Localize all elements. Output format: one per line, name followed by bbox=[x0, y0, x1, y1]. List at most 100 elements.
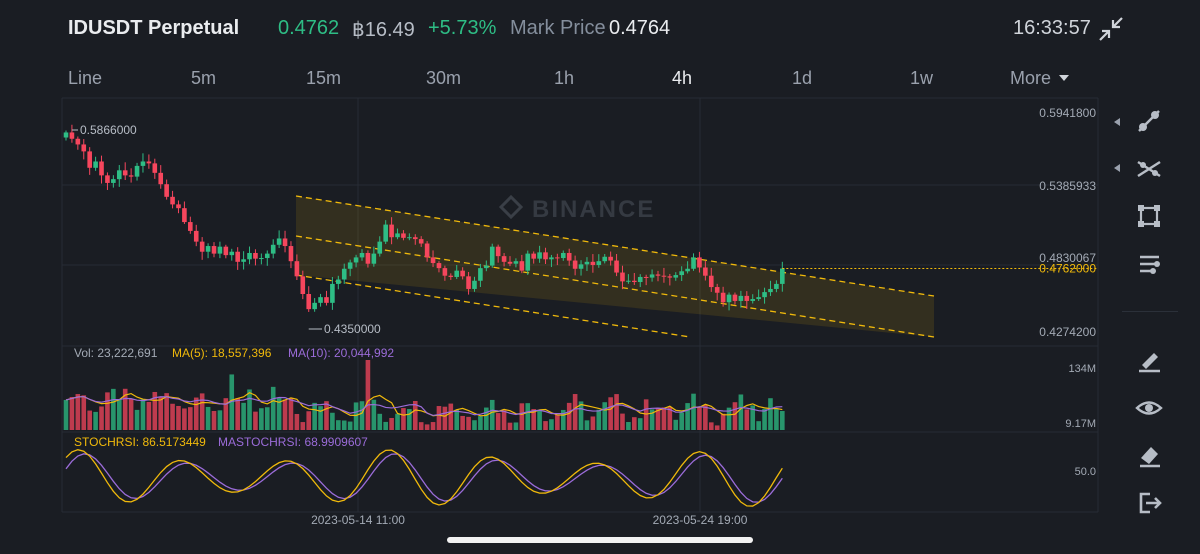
expand-arrow-icon[interactable] bbox=[1114, 118, 1120, 126]
volume-tick-high: 134M bbox=[1068, 363, 1096, 375]
fibonacci-icon[interactable] bbox=[1132, 247, 1166, 281]
collapse-icon[interactable] bbox=[1097, 15, 1125, 43]
tab-4h[interactable]: 4h bbox=[672, 68, 693, 88]
volume-bar bbox=[578, 401, 584, 430]
candle-body bbox=[176, 204, 181, 209]
tab-1d[interactable]: 1d bbox=[792, 68, 813, 88]
volume-ma10-line bbox=[65, 395, 783, 417]
candle-body bbox=[596, 261, 602, 265]
volume-bar bbox=[489, 399, 495, 430]
exit-icon[interactable] bbox=[1132, 486, 1166, 520]
candle-body bbox=[259, 258, 264, 260]
candle-body bbox=[543, 252, 548, 260]
channel-mid bbox=[295, 235, 935, 338]
header-bar: IDUSDT Perpetual 0.4762 ฿16.49 +5.73% Ma… bbox=[0, 0, 1200, 60]
volume-bar bbox=[549, 419, 554, 430]
current-price-label: 0.4762000 bbox=[1039, 262, 1096, 276]
candle-body bbox=[768, 288, 773, 293]
tab-line[interactable]: Line bbox=[68, 68, 103, 88]
price-tick-3: 0.4274200 bbox=[1039, 325, 1096, 339]
tab-30m[interactable]: 30m bbox=[426, 68, 462, 88]
volume-bars bbox=[63, 360, 785, 430]
volume-bar bbox=[762, 408, 767, 430]
volume-bar bbox=[442, 406, 448, 430]
volume-ma5-label: MA(5): 18,557,396 bbox=[172, 346, 272, 360]
candle-body bbox=[632, 280, 637, 283]
volume-bar bbox=[531, 409, 536, 430]
volume-bar bbox=[412, 400, 418, 430]
volume-bar bbox=[744, 409, 750, 430]
symbol-title[interactable]: IDUSDT Perpetual bbox=[68, 17, 240, 39]
eraser-icon[interactable] bbox=[1132, 438, 1166, 472]
candle-body bbox=[158, 172, 164, 185]
volume-bar bbox=[424, 424, 430, 430]
tab-more[interactable]: More bbox=[1010, 68, 1070, 89]
candle-body bbox=[590, 261, 596, 265]
volume-bar bbox=[330, 412, 335, 430]
candle-body bbox=[620, 272, 625, 282]
volume-bar bbox=[359, 401, 365, 430]
volume-bar bbox=[93, 411, 98, 430]
volume-bar bbox=[780, 411, 785, 430]
trend-line-icon[interactable] bbox=[1132, 104, 1166, 138]
volume-bar bbox=[158, 396, 164, 430]
volume-bar bbox=[371, 399, 377, 430]
watermark-logo bbox=[498, 194, 524, 220]
volume-bar bbox=[679, 412, 684, 430]
candle-body bbox=[105, 175, 110, 183]
stochrsi-ma-label: MASTOCHRSI: 68.9909607 bbox=[218, 435, 368, 449]
candle-body bbox=[241, 259, 246, 262]
ray-line-icon[interactable] bbox=[1132, 152, 1166, 186]
volume-bar bbox=[726, 407, 732, 430]
expand-arrow-icon-2[interactable] bbox=[1114, 164, 1120, 172]
volume-bar bbox=[519, 403, 525, 430]
volume-bar bbox=[164, 393, 169, 430]
volume-bar bbox=[626, 422, 631, 430]
candle-body bbox=[738, 295, 744, 301]
volume-bar bbox=[199, 393, 205, 430]
candle-body bbox=[466, 276, 471, 289]
volume-bar bbox=[738, 394, 744, 430]
volume-bar bbox=[407, 409, 412, 430]
candle-body bbox=[472, 280, 477, 289]
volume-bar bbox=[632, 417, 637, 430]
volume-bar bbox=[537, 410, 542, 430]
candle-body bbox=[395, 233, 400, 238]
candle-body bbox=[294, 261, 300, 277]
candle-body bbox=[780, 268, 785, 284]
tab-1h[interactable]: 1h bbox=[554, 68, 575, 88]
volume-bar bbox=[223, 398, 229, 430]
candle-body bbox=[762, 292, 767, 298]
eye-icon[interactable] bbox=[1132, 391, 1166, 425]
volume-bar bbox=[259, 408, 264, 430]
volume-bar bbox=[105, 392, 110, 430]
volume-bar bbox=[566, 402, 572, 430]
tab-1w[interactable]: 1w bbox=[910, 68, 934, 88]
volume-bar bbox=[495, 413, 501, 430]
candle-body bbox=[312, 302, 317, 310]
candle-body bbox=[300, 276, 306, 295]
volume-bar bbox=[418, 422, 424, 430]
candle-body bbox=[182, 208, 187, 223]
volume-bar bbox=[383, 421, 388, 430]
candle-body bbox=[69, 132, 75, 139]
volume-bar bbox=[377, 413, 383, 430]
volume-bar bbox=[555, 414, 560, 430]
candle-body bbox=[371, 253, 377, 264]
rectangle-icon[interactable] bbox=[1132, 199, 1166, 233]
volume-tick-low: 9.17M bbox=[1065, 418, 1096, 430]
candle-body bbox=[572, 260, 578, 269]
volume-bar bbox=[436, 406, 442, 430]
candle-body bbox=[341, 268, 347, 280]
brush-icon[interactable] bbox=[1132, 343, 1166, 377]
channel-top bbox=[295, 195, 935, 297]
tab-15m[interactable]: 15m bbox=[306, 68, 342, 88]
candle-body bbox=[264, 253, 270, 259]
volume-bar bbox=[525, 403, 531, 430]
candle-body bbox=[188, 222, 193, 231]
volume-bar bbox=[401, 408, 406, 430]
tab-5m[interactable]: 5m bbox=[191, 68, 217, 88]
candle-body bbox=[750, 299, 756, 301]
volume-bar bbox=[176, 405, 181, 430]
